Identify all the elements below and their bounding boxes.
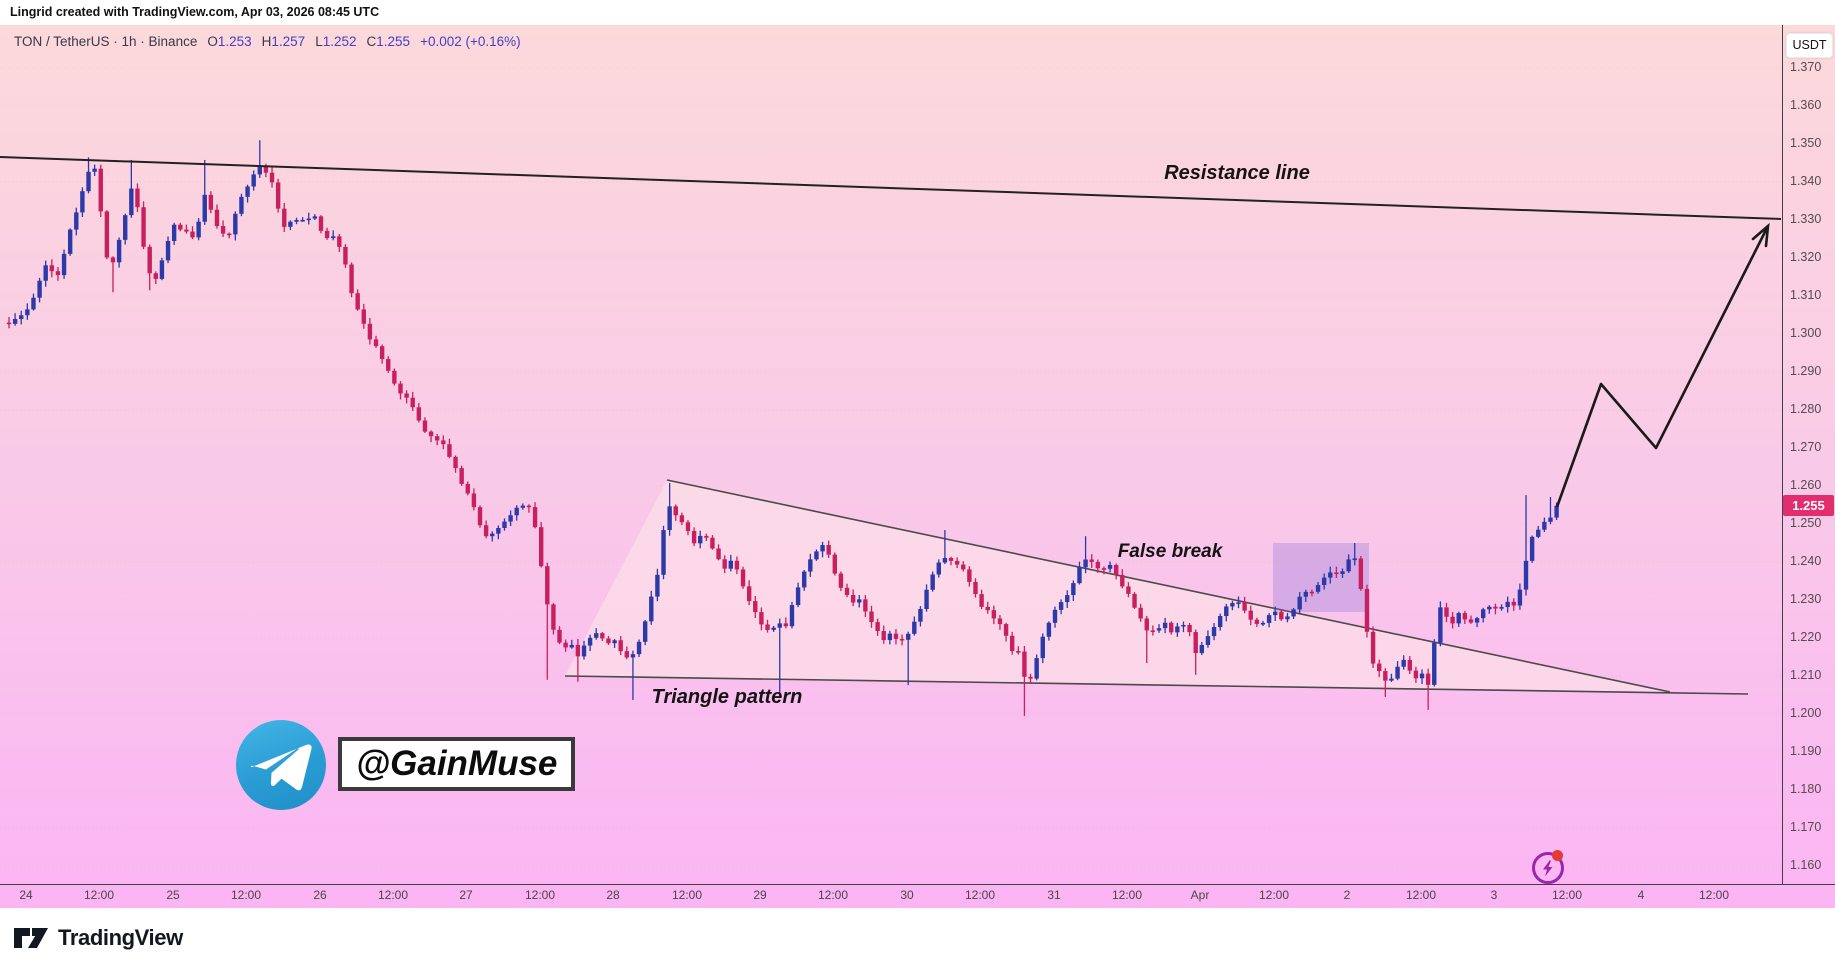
price-tick-label: 1.170 (1790, 820, 1822, 834)
time-tick-label: 12:00 (377, 888, 409, 902)
legend-ohlc-key: L (315, 34, 323, 49)
false-break-label: False break (1118, 541, 1224, 562)
tradingview-brand[interactable]: TradingView (13, 925, 183, 951)
resistance-line-label: Resistance line (1164, 162, 1310, 184)
attribution-text: Lingrid created with TradingView.com, Ap… (10, 5, 380, 19)
time-tick-label: 28 (606, 888, 620, 902)
legend-ohlc-value: 1.252 (322, 34, 357, 49)
legend-ohlc-key: C (366, 34, 377, 49)
time-tick-label: 24 (19, 888, 33, 902)
time-tick-label: 29 (753, 888, 767, 902)
price-tick-label: 1.320 (1790, 250, 1822, 264)
lightning-bolt-glyph (1543, 860, 1553, 877)
legend-ohlc-value: 1.253 (217, 34, 252, 49)
legend-ohlc-key: O (207, 34, 218, 49)
time-tick-label: 12:00 (1698, 888, 1730, 902)
projection-arrow[interactable] (1555, 225, 1770, 508)
price-tick-label: 1.200 (1790, 706, 1822, 720)
triangle-lower-trendline[interactable] (564, 675, 1749, 695)
time-tick-label: 12:00 (1551, 888, 1583, 902)
price-tick-label: 1.300 (1790, 326, 1822, 340)
legend-symbol: TON / TetherUS · 1h · Binance (14, 34, 198, 49)
time-tick-label: 27 (459, 888, 473, 902)
legend-ohlc-value: 1.255 (376, 34, 411, 49)
telegram-plane-icon (250, 744, 312, 791)
tradingview-brand-text: TradingView (58, 925, 183, 950)
projection-arrowhead (1751, 222, 1770, 248)
currency-toggle-button[interactable]: USDT (1786, 33, 1833, 58)
time-tick-label: 12:00 (83, 888, 115, 902)
last-price-tag: 1.255 (1783, 494, 1834, 516)
price-tick-label: 1.180 (1790, 782, 1822, 796)
price-tick-label: 1.330 (1790, 212, 1822, 226)
price-axis[interactable]: USDT 1.255 1.370 1.360 1.350 1.340 1.330 1.32… (1782, 25, 1835, 884)
time-tick-label: 12:00 (1258, 888, 1290, 902)
price-tick-label: 1.210 (1790, 668, 1822, 682)
time-tick-label: 4 (1637, 888, 1645, 902)
time-axis[interactable]: 24 12:00 25 12:00 26 12:00 27 12:00 28 12:00 29 12:… (0, 885, 1835, 908)
footer-bar: TradingView (0, 908, 1835, 969)
tradingview-logo-icon (14, 928, 48, 948)
price-tick-label: 1.220 (1790, 630, 1822, 644)
price-tick-label: 1.240 (1790, 554, 1822, 568)
price-tick-label: 1.190 (1790, 744, 1822, 758)
time-tick-label: 12:00 (1405, 888, 1437, 902)
time-tick-label: Apr (1190, 888, 1210, 902)
price-tick-label: 1.160 (1790, 858, 1822, 872)
time-tick-label: 12:00 (671, 888, 703, 902)
price-tick-label: 1.370 (1790, 60, 1822, 74)
time-tick-label: 12:00 (817, 888, 849, 902)
price-tick-label: 1.360 (1790, 98, 1822, 112)
price-tick-label: 1.310 (1790, 288, 1822, 302)
watermark: @GainMuse (236, 720, 576, 812)
time-tick-label: 12:00 (964, 888, 996, 902)
legend-ohlc-key: H (261, 34, 272, 49)
watermark-handle-box: @GainMuse (338, 737, 576, 791)
price-chart[interactable]: Resistance line False break Triangle patte… (0, 25, 1782, 884)
time-tick-label: 12:00 (230, 888, 262, 902)
price-tick-label: 1.250 (1790, 516, 1822, 530)
triangle-upper-trendline[interactable] (666, 479, 1671, 693)
price-tick-label: 1.270 (1790, 440, 1822, 454)
symbol-legend[interactable]: TON / TetherUS · 1h · Binance O1.253 H1.25… (14, 34, 521, 54)
price-tick-label: 1.260 (1790, 478, 1822, 492)
lightning-icon (1532, 850, 1564, 884)
resistance-trendline[interactable] (0, 156, 1782, 220)
time-tick-label: 2 (1343, 888, 1351, 902)
attribution-bar: Lingrid created with TradingView.com, Ap… (0, 0, 1835, 25)
false-break-highlight-box[interactable] (1273, 543, 1369, 612)
price-tick-label: 1.290 (1790, 364, 1822, 378)
candlestick-series (6, 140, 1559, 716)
time-tick-label: 3 (1490, 888, 1498, 902)
red-dot-badge (1552, 850, 1563, 861)
time-tick-label: 31 (1047, 888, 1061, 902)
time-axis-separator (0, 884, 1835, 885)
time-tick-label: 12:00 (524, 888, 556, 902)
legend-change: +0.002 (+0.16%) (420, 34, 521, 49)
price-tick-label: 1.340 (1790, 174, 1822, 188)
telegram-icon (236, 720, 326, 810)
price-axis-background (1782, 25, 1835, 884)
watermark-handle: @GainMuse (356, 744, 558, 783)
legend-ohlc-value: 1.257 (271, 34, 306, 49)
price-tick-label: 1.280 (1790, 402, 1822, 416)
price-tick-label: 1.350 (1790, 136, 1822, 150)
time-tick-label: 26 (313, 888, 327, 902)
triangle-pattern-fill (565, 480, 1670, 692)
triangle-pattern-label: Triangle pattern (652, 686, 803, 708)
time-tick-label: 30 (900, 888, 914, 902)
time-tick-label: 25 (166, 888, 180, 902)
price-axis-separator (1782, 25, 1783, 908)
price-tick-label: 1.230 (1790, 592, 1822, 606)
time-tick-label: 12:00 (1111, 888, 1143, 902)
